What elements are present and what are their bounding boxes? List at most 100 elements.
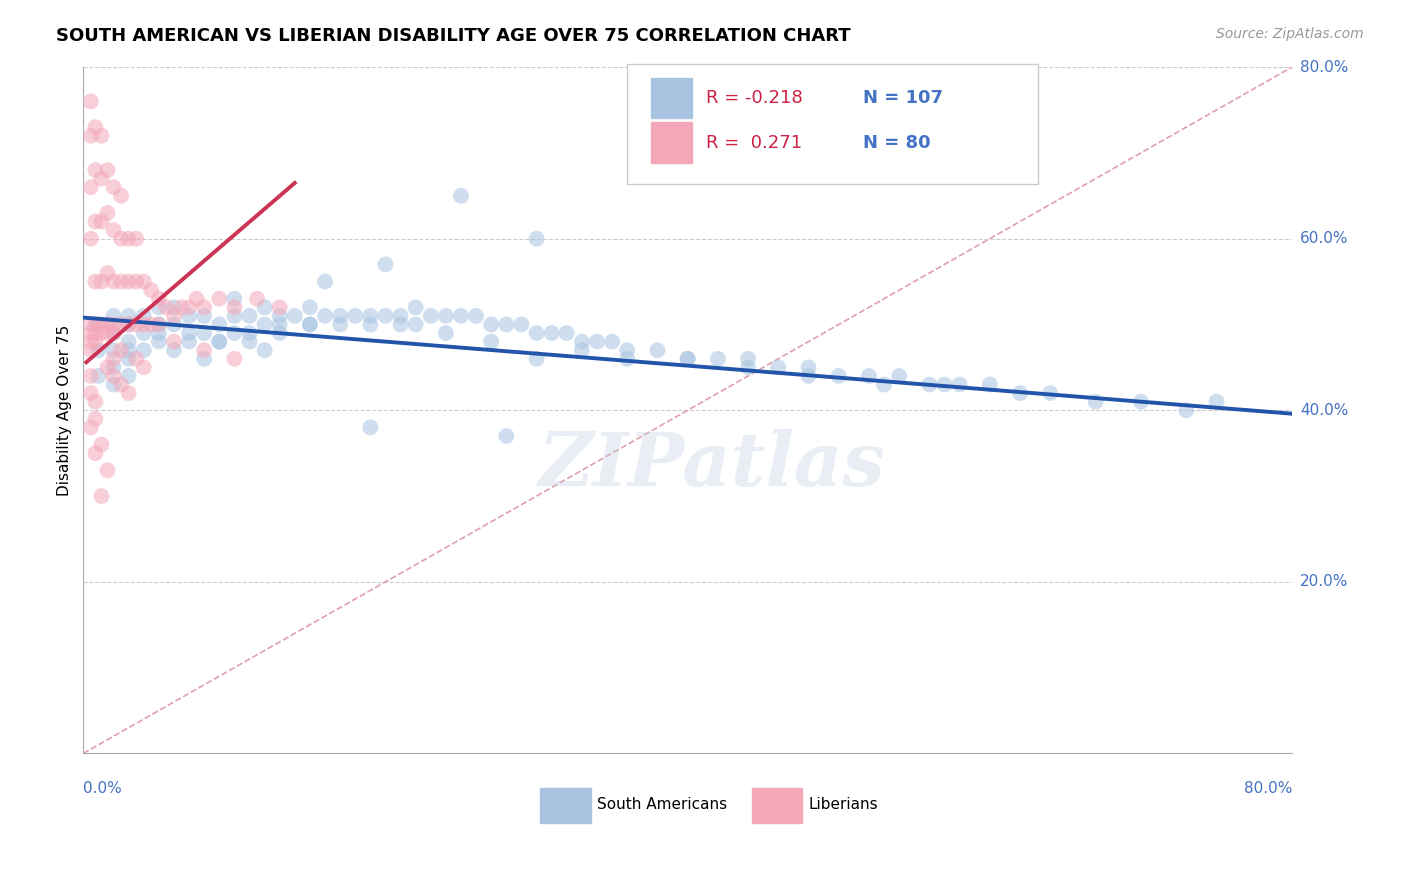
Point: [177, 309, 200, 323]
Point: [374, 257, 396, 271]
Point: [329, 318, 352, 332]
Point: [359, 420, 381, 434]
Point: [224, 301, 246, 315]
Point: [979, 377, 1001, 392]
Point: [253, 318, 276, 332]
Point: [495, 429, 517, 443]
Point: [90, 275, 112, 289]
Point: [284, 309, 307, 323]
Point: [155, 301, 177, 315]
Text: Liberians: Liberians: [808, 797, 879, 813]
Point: [555, 326, 578, 340]
Point: [434, 326, 457, 340]
Point: [1129, 394, 1152, 409]
Y-axis label: Disability Age Over 75: Disability Age Over 75: [58, 325, 72, 496]
Point: [858, 368, 880, 383]
Text: R =  0.271: R = 0.271: [706, 134, 801, 152]
Point: [84, 318, 107, 332]
Point: [949, 377, 972, 392]
FancyBboxPatch shape: [752, 788, 803, 823]
Point: [246, 292, 269, 306]
Point: [90, 326, 112, 340]
Point: [103, 180, 125, 194]
Point: [797, 360, 820, 375]
Point: [647, 343, 669, 358]
Point: [465, 309, 488, 323]
Point: [797, 368, 820, 383]
Point: [269, 301, 291, 315]
Text: 60.0%: 60.0%: [1301, 231, 1348, 246]
Point: [117, 232, 139, 246]
Point: [737, 360, 759, 375]
Point: [148, 292, 170, 306]
Point: [737, 351, 759, 366]
Point: [510, 318, 533, 332]
Point: [148, 334, 170, 349]
Point: [148, 318, 170, 332]
Point: [125, 351, 148, 366]
Point: [80, 128, 103, 143]
Point: [103, 351, 125, 366]
Point: [163, 318, 186, 332]
Point: [479, 334, 502, 349]
Point: [141, 318, 163, 332]
Point: [96, 163, 118, 178]
Text: SOUTH AMERICAN VS LIBERIAN DISABILITY AGE OVER 75 CORRELATION CHART: SOUTH AMERICAN VS LIBERIAN DISABILITY AG…: [56, 27, 851, 45]
Point: [80, 95, 103, 109]
Point: [87, 343, 110, 358]
Point: [80, 386, 103, 401]
Text: ZIPatlas: ZIPatlas: [538, 429, 886, 501]
Point: [117, 368, 139, 383]
Text: N = 80: N = 80: [863, 134, 931, 152]
Point: [110, 232, 132, 246]
Point: [193, 351, 215, 366]
Point: [224, 326, 246, 340]
Point: [177, 301, 200, 315]
Point: [269, 326, 291, 340]
Point: [148, 301, 170, 315]
Point: [80, 180, 103, 194]
Point: [84, 394, 107, 409]
Point: [84, 326, 107, 340]
Point: [117, 334, 139, 349]
Point: [148, 326, 170, 340]
Point: [238, 326, 260, 340]
Point: [117, 386, 139, 401]
Point: [163, 309, 186, 323]
Point: [90, 128, 112, 143]
Point: [224, 351, 246, 366]
Point: [90, 489, 112, 503]
Point: [934, 377, 956, 392]
Point: [87, 318, 110, 332]
Point: [90, 437, 112, 451]
Point: [526, 351, 548, 366]
Point: [374, 309, 396, 323]
Point: [269, 309, 291, 323]
Point: [110, 343, 132, 358]
Point: [1205, 394, 1227, 409]
Point: [125, 318, 148, 332]
Point: [616, 343, 638, 358]
Point: [208, 292, 231, 306]
Point: [80, 368, 103, 383]
Text: R = -0.218: R = -0.218: [706, 89, 803, 107]
Point: [224, 292, 246, 306]
Point: [707, 351, 730, 366]
Point: [600, 334, 623, 349]
Point: [314, 275, 336, 289]
Point: [80, 420, 103, 434]
Point: [117, 309, 139, 323]
Point: [90, 318, 112, 332]
Point: [132, 275, 155, 289]
Point: [84, 334, 107, 349]
Point: [103, 275, 125, 289]
Point: [80, 334, 103, 349]
Point: [125, 232, 148, 246]
Point: [193, 343, 215, 358]
Point: [873, 377, 896, 392]
Point: [132, 318, 155, 332]
Point: [117, 318, 139, 332]
Point: [80, 343, 103, 358]
Point: [676, 351, 699, 366]
Point: [90, 214, 112, 228]
